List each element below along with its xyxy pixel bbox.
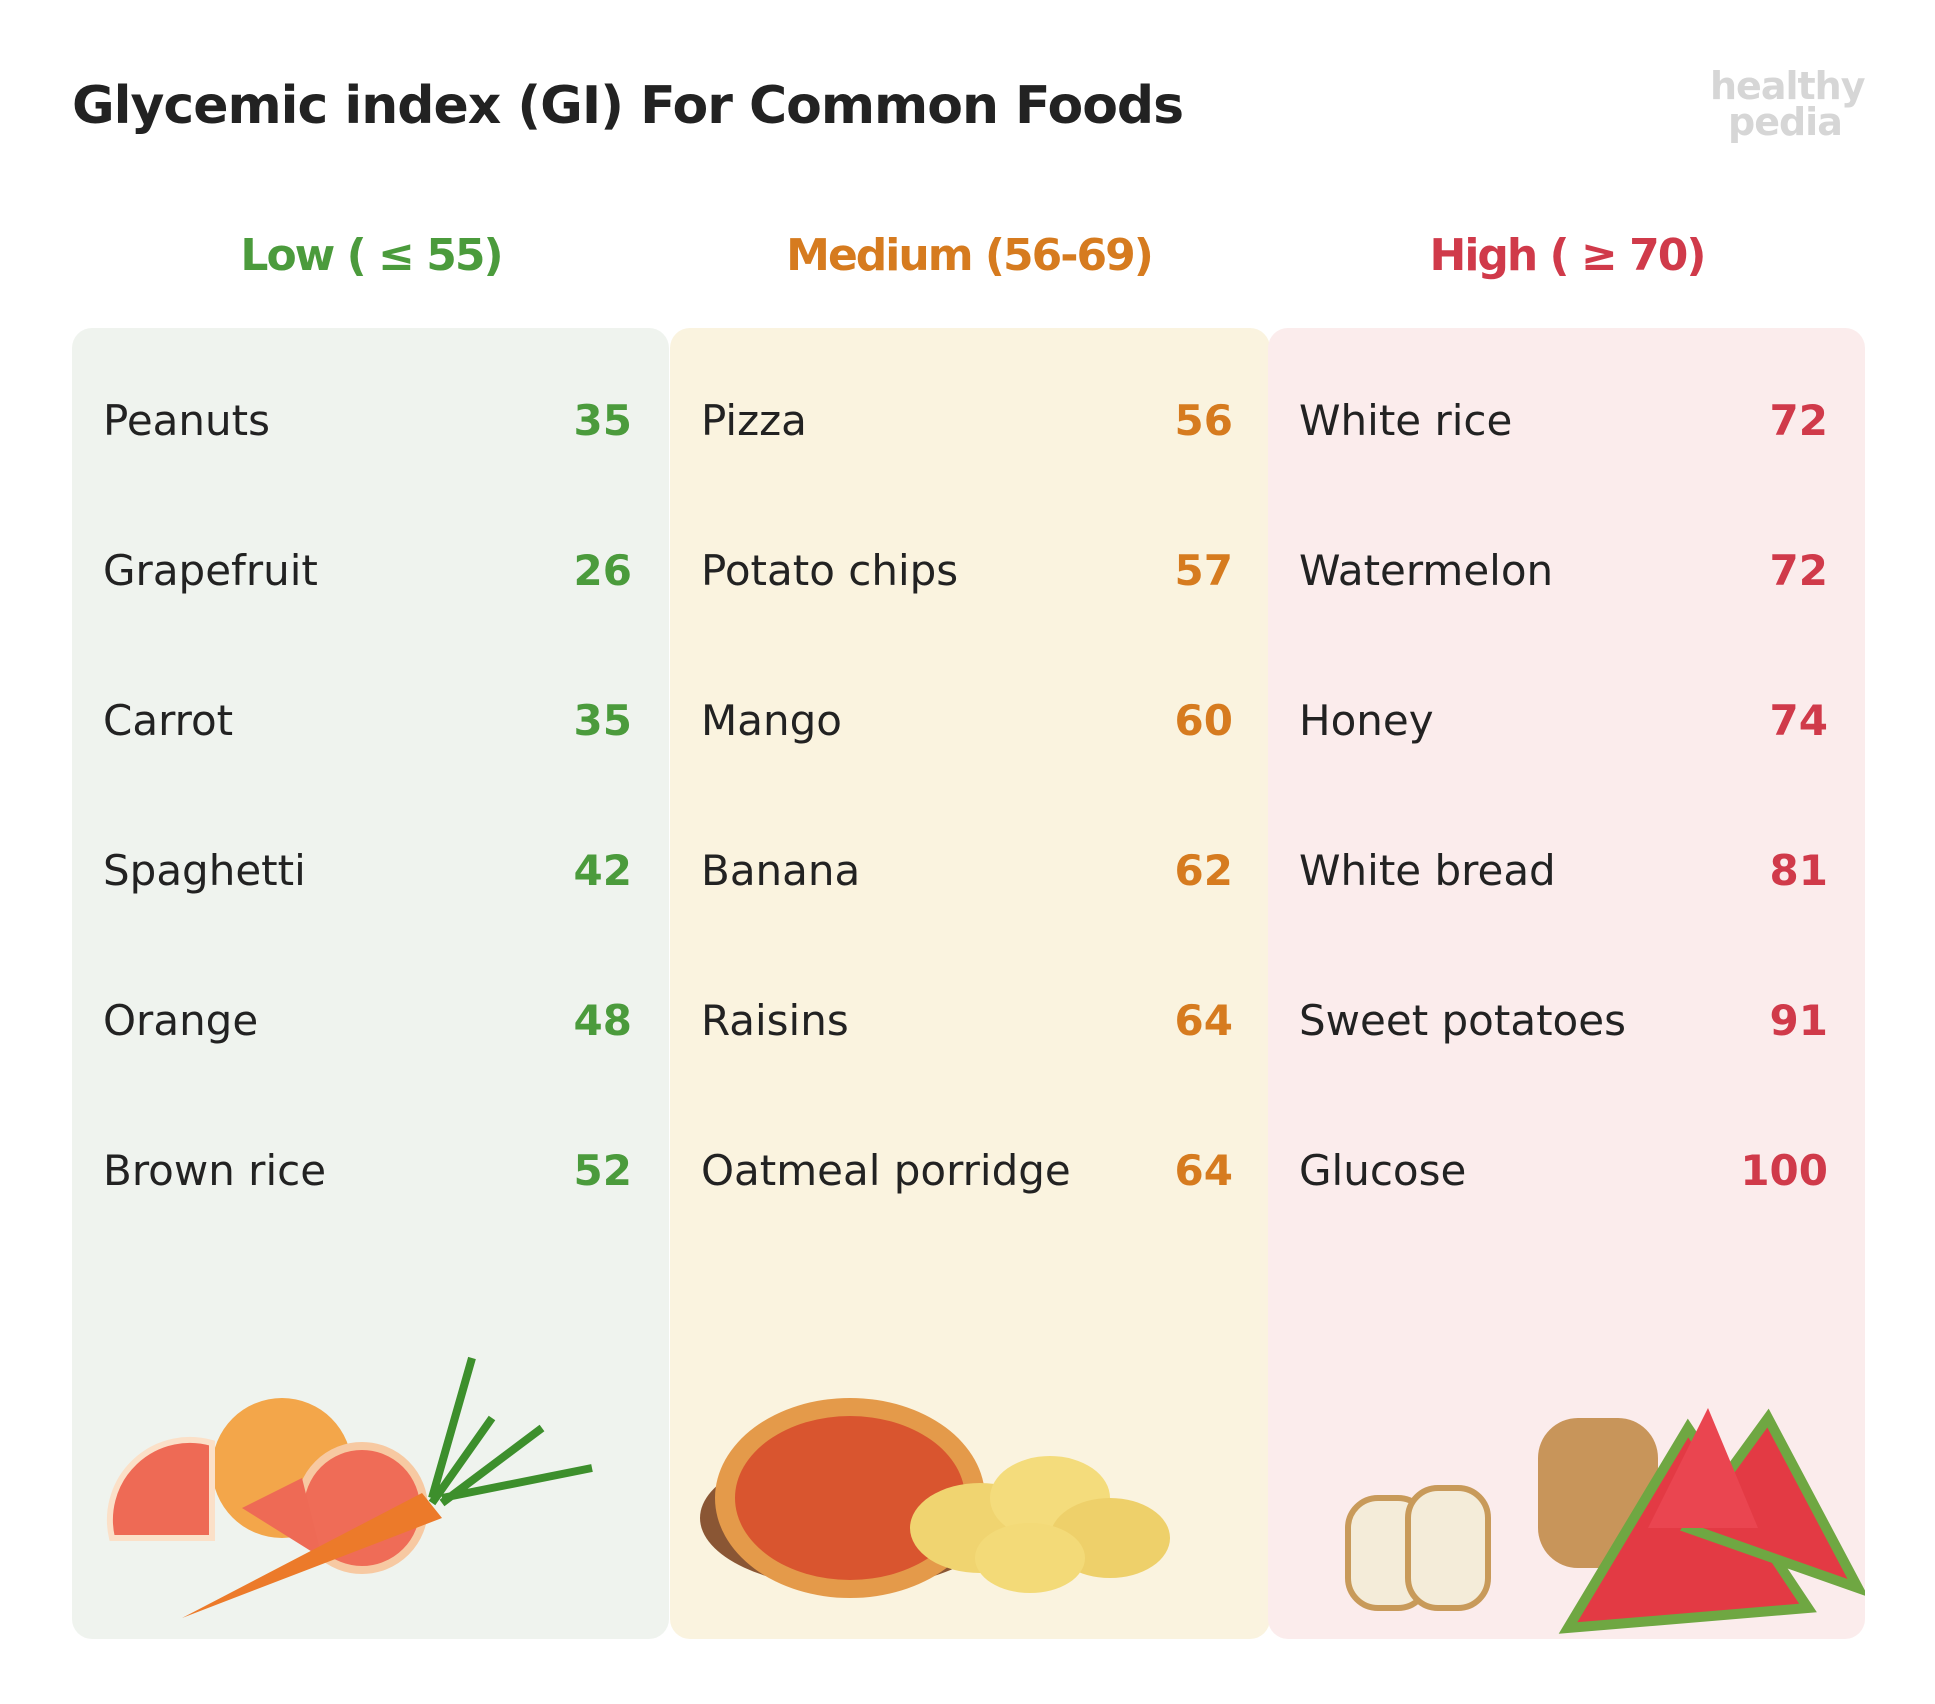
food-row: Pizza 56 <box>701 396 1233 456</box>
food-row: Spaghetti 42 <box>103 846 632 906</box>
food-name: Brown rice <box>103 1146 327 1195</box>
food-row: Honey 74 <box>1299 696 1828 756</box>
food-illustration <box>700 1398 1170 1598</box>
gi-value: 42 <box>573 846 632 895</box>
food-name: Banana <box>701 846 861 895</box>
food-name: Oatmeal porridge <box>701 1146 1071 1195</box>
gi-value: 64 <box>1174 996 1233 1045</box>
food-name: Watermelon <box>1299 546 1554 595</box>
gi-value: 91 <box>1769 996 1828 1045</box>
column-heading: Low ( ≤ 55) <box>240 230 503 281</box>
food-row: Glucose 100 <box>1299 1146 1828 1206</box>
column-heading: High ( ≥ 70) <box>1429 230 1707 281</box>
food-name: Honey <box>1299 696 1434 745</box>
gi-value: 62 <box>1174 846 1233 895</box>
gi-value: 52 <box>573 1146 632 1195</box>
food-row: Mango 60 <box>701 696 1233 756</box>
food-name: Glucose <box>1299 1146 1467 1195</box>
gi-value: 100 <box>1740 1146 1828 1195</box>
food-name: White rice <box>1299 396 1513 445</box>
column-panel: Peanuts 35 Grapefruit 26 Carrot 35 Spaghetti 42… <box>72 328 669 1639</box>
gi-value: 57 <box>1174 546 1233 595</box>
food-name: Orange <box>103 996 259 1045</box>
food-name: Pizza <box>701 396 807 445</box>
column-panel: White rice 72 Watermelon 72 Honey 74 White bre… <box>1268 328 1865 1639</box>
food-row: Watermelon 72 <box>1299 546 1828 606</box>
gi-value: 35 <box>573 696 632 745</box>
food-row: White bread 81 <box>1299 846 1828 906</box>
food-row: White rice 72 <box>1299 396 1828 456</box>
food-row: Brown rice 52 <box>103 1146 632 1206</box>
gi-value: 35 <box>573 396 632 445</box>
gi-value: 72 <box>1769 396 1828 445</box>
gi-value: 60 <box>1174 696 1233 745</box>
gi-value: 72 <box>1769 546 1828 595</box>
food-row: Oatmeal porridge 64 <box>701 1146 1233 1206</box>
food-name: Potato chips <box>701 546 959 595</box>
gi-value: 26 <box>573 546 632 595</box>
food-illustration <box>1345 1408 1865 1634</box>
column-heading: Medium (56-69) <box>786 230 1154 281</box>
gi-value: 74 <box>1769 696 1828 745</box>
food-row: Orange 48 <box>103 996 632 1056</box>
food-name: Carrot <box>103 696 234 745</box>
food-name: Mango <box>701 696 842 745</box>
logo-line: pedia <box>1728 100 1843 144</box>
logo-line: healthy <box>1710 64 1865 108</box>
food-row: Sweet potatoes 91 <box>1299 996 1828 1056</box>
food-name: Peanuts <box>103 396 270 445</box>
food-row: Raisins 64 <box>701 996 1233 1056</box>
gi-value: 48 <box>573 996 632 1045</box>
column-panel: Pizza 56 Potato chips 57 Mango 60 Banana 62 Rais… <box>670 328 1270 1639</box>
food-row: Carrot 35 <box>103 696 632 756</box>
food-row: Potato chips 57 <box>701 546 1233 606</box>
food-row: Grapefruit 26 <box>103 546 632 606</box>
gi-value: 56 <box>1174 396 1233 445</box>
food-name: Raisins <box>701 996 849 1045</box>
logo: healthy pedia <box>1710 64 1865 144</box>
food-name: Spaghetti <box>103 846 306 895</box>
food-name: Grapefruit <box>103 546 318 595</box>
title: Glycemic index (GI) For Common Foods <box>72 76 1184 136</box>
food-illustration <box>106 1356 593 1618</box>
gi-value: 81 <box>1769 846 1828 895</box>
food-row: Banana 62 <box>701 846 1233 906</box>
food-name: White bread <box>1299 846 1556 895</box>
food-name: Sweet potatoes <box>1299 996 1626 1045</box>
food-row: Peanuts 35 <box>103 396 632 456</box>
gi-value: 64 <box>1174 1146 1233 1195</box>
